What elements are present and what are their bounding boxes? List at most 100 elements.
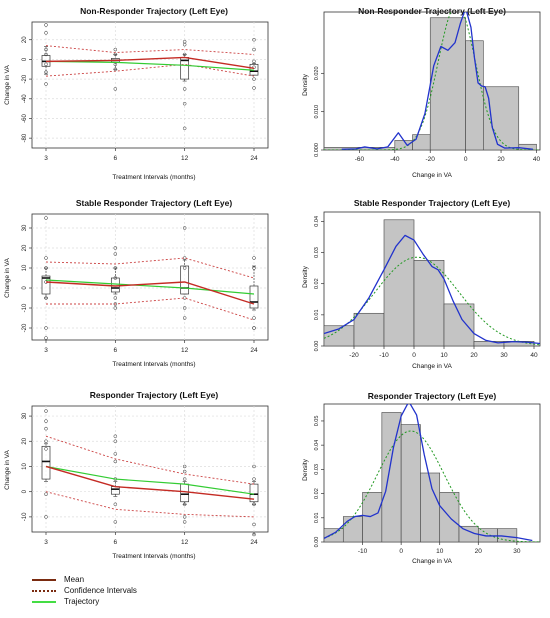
x-tick-label: 24 (250, 347, 258, 354)
x-tick-label: 3 (44, 155, 48, 162)
x-axis-label: Treatment Intervals (months) (112, 553, 195, 560)
box-iqr (41, 445, 51, 480)
x-tick-label: -20 (349, 352, 359, 359)
x-tick-label: 12 (181, 347, 189, 354)
data-point (113, 296, 118, 300)
x-tick-label: 6 (114, 347, 118, 354)
y-axis-label: Density (302, 73, 309, 95)
y-tick-label: 10 (22, 264, 28, 271)
data-point (182, 520, 187, 524)
x-tick-label: 30 (513, 548, 521, 555)
histogram-bar (353, 312, 385, 346)
x-tick-label: 10 (436, 548, 444, 555)
histogram-bar (429, 17, 466, 150)
data-point (44, 62, 48, 67)
data-point (44, 52, 48, 57)
data-point (113, 47, 118, 52)
chart-title: Responder Trajectory (Left Eye) (368, 391, 497, 401)
y-tick-label: 0.03 (314, 247, 320, 258)
x-tick-label: 20 (470, 352, 478, 359)
plot-frame (31, 21, 269, 149)
data-point (44, 409, 48, 413)
data-point (113, 266, 118, 270)
ci-upper-line (45, 257, 255, 279)
mean-line (45, 281, 255, 305)
y-tick-label: 0.000 (314, 143, 320, 157)
x-tick-label: 24 (250, 539, 258, 546)
chart-title: Responder Trajectory (Left Eye) (90, 390, 219, 400)
y-tick-label: 0.020 (314, 66, 320, 80)
data-point (252, 86, 256, 90)
panel-hist-non-responder: Non-Responder Trajectory (Left Eye) Dens… (302, 6, 541, 179)
y-tick-label: -80 (22, 133, 28, 142)
legend-label-mean: Mean (64, 575, 85, 584)
plot-area (324, 404, 540, 542)
plot-marks: 30 20 10 0 -10 3 6 12 24 (22, 406, 268, 546)
x-tick-label: 12 (181, 155, 189, 162)
data-point (44, 515, 48, 519)
x-tick-label: 6 (114, 539, 118, 546)
data-point (113, 302, 118, 306)
x-tick-label: 40 (533, 156, 541, 163)
data-point (113, 434, 118, 438)
data-point (182, 87, 187, 91)
y-tick-label: -20 (22, 323, 28, 332)
y-tick-label: 0 (22, 57, 28, 61)
histogram-bar (324, 528, 344, 542)
data-point (113, 67, 118, 71)
y-tick-label: 0 (22, 286, 28, 290)
y-tick-label: 0.04 (314, 440, 320, 451)
box-iqr (249, 285, 259, 309)
data-point (252, 47, 256, 52)
trajectory-line (45, 465, 255, 495)
histogram-bar (483, 86, 520, 150)
data-point (44, 70, 48, 74)
y-tick-label: 20 (22, 36, 28, 43)
panel-box-responder: Responder Trajectory (Left Eye) Change i… (4, 390, 269, 560)
mean-line (45, 56, 255, 69)
histogram-bar (413, 260, 445, 346)
normal-curve (324, 12, 540, 150)
y-tick-label: 0 (22, 489, 28, 493)
data-point (182, 42, 187, 47)
data-point (182, 316, 187, 320)
data-point (44, 447, 48, 451)
ci-upper-line (45, 45, 255, 55)
data-point (44, 266, 48, 270)
data-point (44, 256, 48, 260)
y-tick-label: 0.04 (314, 216, 320, 227)
y-tick-label: -10 (22, 512, 28, 521)
data-point (182, 306, 187, 310)
data-point (113, 246, 118, 250)
data-point (44, 82, 48, 86)
density-curve (341, 12, 533, 150)
chart-title: Stable Responder Trajectory (Left Eye) (354, 198, 511, 208)
data-point (44, 31, 48, 35)
data-point (252, 326, 256, 330)
y-axis-label: Density (302, 265, 309, 287)
plot-frame (31, 213, 269, 341)
plot-marks: -20 -10 0 10 20 30 40 0.00 0.01 0.02 0.03 0.04 (314, 216, 540, 359)
data-point (182, 226, 187, 230)
x-tick-label: -10 (358, 548, 368, 555)
box-iqr (41, 275, 51, 295)
y-tick-label: 0.00 (314, 341, 320, 352)
data-point (44, 419, 48, 423)
data-point (113, 52, 118, 57)
y-tick-label: 0.01 (314, 512, 320, 523)
data-point (44, 426, 48, 431)
data-point (113, 439, 118, 444)
histogram-bar (383, 219, 415, 346)
y-tick-label: 30 (22, 224, 28, 231)
y-tick-label: -40 (22, 94, 28, 103)
plot-marks: -10 0 10 20 30 0.00 0.01 0.02 0.03 0.04 0.05 (314, 404, 540, 555)
data-point (182, 464, 187, 469)
data-point (182, 52, 187, 57)
figure: Non-Responder Trajectory (Left Eye) Chan… (4, 6, 541, 565)
y-tick-label: 0.05 (314, 416, 320, 427)
data-point (113, 452, 118, 456)
y-tick-label: 0.02 (314, 488, 320, 499)
x-axis-label: Treatment Intervals (months) (112, 361, 195, 368)
histogram-bar (412, 134, 431, 150)
data-point (44, 47, 48, 52)
